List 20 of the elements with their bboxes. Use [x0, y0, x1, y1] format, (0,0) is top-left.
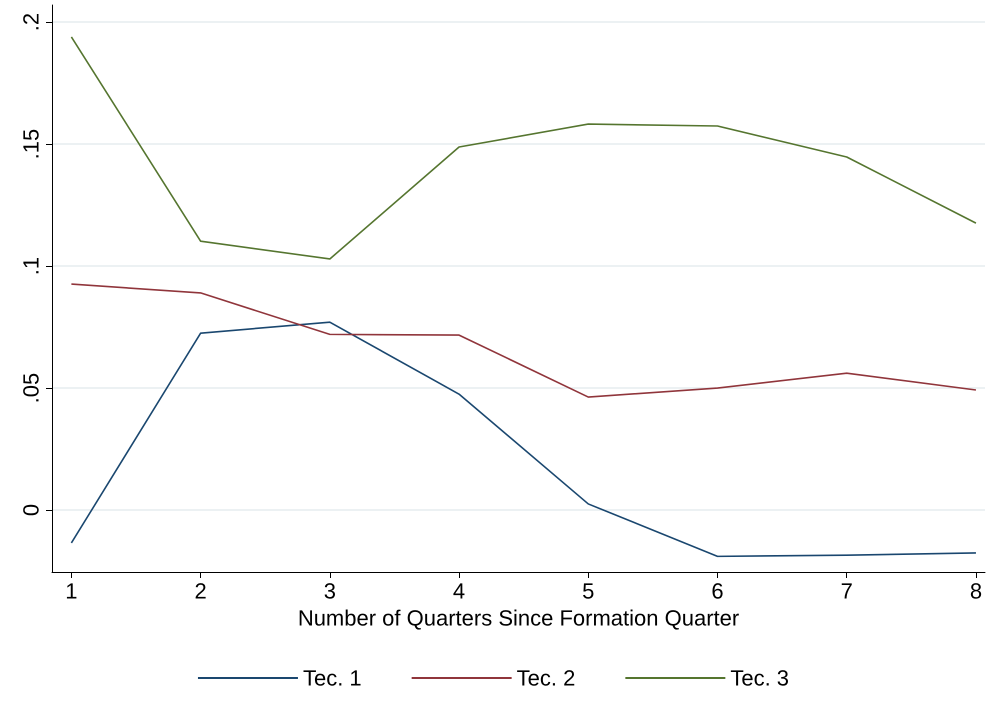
x-axis-title: Number of Quarters Since Formation Quarter: [298, 605, 740, 630]
x-tick-label: 3: [324, 578, 336, 604]
x-tick-label: 6: [711, 578, 724, 604]
line-series: [70, 283, 977, 398]
y-tick-label: .1: [18, 256, 44, 276]
legend-label: Tec. 2: [516, 666, 576, 690]
y-tick-label: 0: [18, 504, 44, 516]
x-tick-label: 1: [65, 578, 78, 604]
line-series: [70, 321, 977, 558]
x-tick-label: 2: [194, 578, 207, 604]
line-series: [70, 36, 977, 260]
y-tick-label: .05: [18, 372, 44, 404]
legend-label: Tec. 1: [302, 666, 362, 690]
legend-label: Tec. 3: [730, 666, 790, 690]
x-tick-label: 5: [582, 578, 594, 604]
y-tick-label: .15: [18, 128, 44, 160]
x-tick-label: 4: [452, 578, 466, 604]
x-tick-label: 8: [970, 578, 982, 604]
y-tick-label: .2: [18, 12, 44, 32]
x-tick-label: 7: [840, 578, 853, 604]
